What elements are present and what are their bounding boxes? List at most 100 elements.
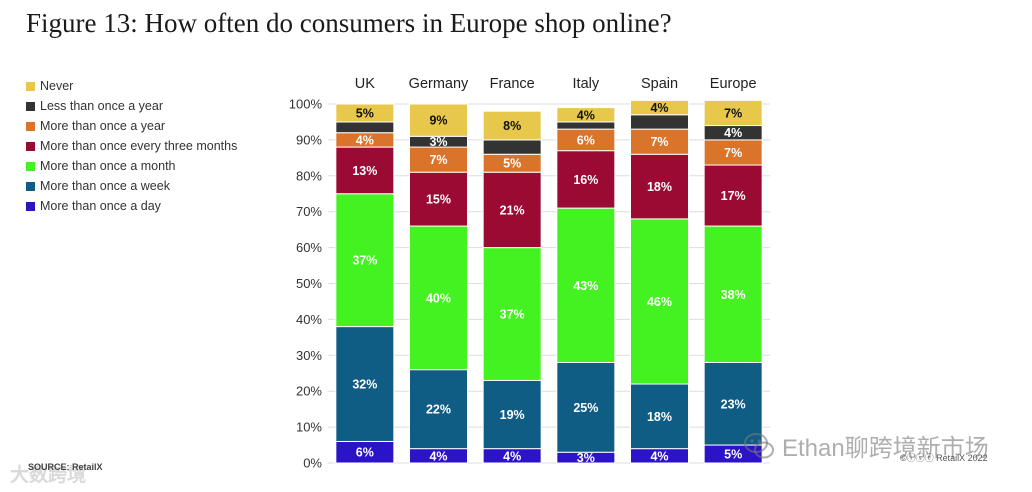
legend-swatch xyxy=(26,121,35,131)
data-label: 6% xyxy=(577,133,595,147)
data-label: 18% xyxy=(647,180,672,194)
bar-segment xyxy=(630,128,689,155)
data-label: 4% xyxy=(724,126,742,140)
data-label: 40% xyxy=(426,291,451,305)
data-label: 4% xyxy=(356,133,374,147)
legend-item-more-than-once-a-year: More than once a year xyxy=(26,116,237,136)
y-tick-label: 50% xyxy=(296,276,322,291)
data-label: 19% xyxy=(500,408,525,422)
data-label: 38% xyxy=(721,288,746,302)
data-label: 5% xyxy=(724,448,742,462)
watermark-right: Ethan聊跨境新市场 xyxy=(742,428,989,463)
x-category-label: Europe xyxy=(710,76,757,92)
data-label: 4% xyxy=(577,108,595,122)
x-category-label: Italy xyxy=(573,76,600,92)
bar-segment xyxy=(482,379,542,450)
data-label: 13% xyxy=(352,164,377,178)
bar-segment xyxy=(630,153,689,220)
data-label: 4% xyxy=(650,101,668,115)
bar-segment xyxy=(335,103,395,123)
bar-segment xyxy=(409,171,468,227)
data-label: 32% xyxy=(352,378,377,392)
data-label: 15% xyxy=(426,193,451,207)
bar-segment xyxy=(556,121,616,130)
y-tick-label: 0% xyxy=(303,456,322,471)
x-category-label: Germany xyxy=(409,76,469,92)
bar-segment xyxy=(630,383,689,450)
legend-swatch xyxy=(26,161,35,171)
copyright-note: ©ⓘⓢⓔ RetailX 2022 xyxy=(900,453,988,463)
y-tick-label: 100% xyxy=(289,97,323,112)
bar-segment xyxy=(556,150,616,209)
bar-segment xyxy=(335,146,395,195)
bar-segment xyxy=(703,139,763,166)
data-label: 22% xyxy=(426,403,451,417)
data-label: 7% xyxy=(724,146,742,160)
legend-label: More than once a year xyxy=(40,119,166,133)
bar-segment xyxy=(556,107,616,123)
bar-segment xyxy=(409,369,468,450)
legend-swatch xyxy=(26,101,35,111)
y-tick-label: 20% xyxy=(296,384,322,399)
legend-swatch xyxy=(26,141,35,151)
data-label: 16% xyxy=(573,173,598,187)
legend-item-less-than-once-a-year: Less than once a year xyxy=(26,96,237,116)
data-label: 9% xyxy=(429,114,447,128)
data-label: 8% xyxy=(503,119,521,133)
data-label: 3% xyxy=(577,451,595,465)
legend-swatch xyxy=(26,81,35,91)
bar-segment xyxy=(703,99,763,127)
x-category-label: UK xyxy=(355,76,375,92)
bar-segment xyxy=(703,225,763,363)
bar-segment xyxy=(335,326,395,442)
data-label: 17% xyxy=(721,189,746,203)
data-label: 7% xyxy=(650,135,668,149)
legend-label: More than once a day xyxy=(40,199,161,213)
bar-segment xyxy=(335,121,395,134)
legend-label: More than once a month xyxy=(40,159,176,173)
data-label: 4% xyxy=(429,449,447,463)
data-label: 7% xyxy=(429,153,447,167)
legend-label: Never xyxy=(40,79,74,93)
source-note: SOURCE: RetailX xyxy=(28,462,103,472)
legend-label: Less than once a year xyxy=(40,99,163,113)
bar-segment xyxy=(556,361,616,453)
legend-swatch xyxy=(26,181,35,191)
bar-segment xyxy=(482,139,542,155)
data-label: 5% xyxy=(503,157,521,171)
x-category-label: Spain xyxy=(641,76,678,92)
data-label: 21% xyxy=(500,203,525,217)
chart-legend: Never Less than once a year More than on… xyxy=(26,76,237,216)
bar-segment xyxy=(335,193,395,328)
data-label: 43% xyxy=(573,279,598,293)
legend-label: More than once a week xyxy=(40,179,170,193)
bar-segment xyxy=(703,361,763,446)
data-label: 23% xyxy=(721,397,746,411)
legend-item-once-a-month: More than once a month xyxy=(26,156,237,176)
bar-segment xyxy=(703,164,763,227)
data-label: 5% xyxy=(356,106,374,120)
y-tick-label: 30% xyxy=(296,348,322,363)
legend-label: More than once every three months xyxy=(40,139,238,153)
x-category-label: France xyxy=(490,76,535,92)
data-label: 25% xyxy=(573,401,598,415)
legend-swatch xyxy=(26,201,35,211)
y-tick-label: 10% xyxy=(296,420,322,435)
y-tick-label: 60% xyxy=(296,240,322,255)
data-label: 18% xyxy=(647,410,672,424)
bar-segment xyxy=(630,114,689,130)
data-label: 7% xyxy=(724,106,742,120)
y-tick-label: 70% xyxy=(296,204,322,219)
bar-segment xyxy=(409,225,468,371)
watermark-right-text: Ethan聊跨境新市场 xyxy=(782,435,989,462)
data-label: 4% xyxy=(650,449,668,463)
legend-item-once-a-week: More than once a week xyxy=(26,176,237,196)
wechat-icon xyxy=(744,432,774,458)
watermark-left: 大数跨境 xyxy=(10,465,87,486)
y-tick-label: 40% xyxy=(296,312,322,327)
data-label: 46% xyxy=(647,295,672,309)
chart-title: Figure 13: How often do consumers in Eur… xyxy=(26,8,672,38)
legend-item-every-three-months: More than once every three months xyxy=(26,136,237,156)
bar-segment xyxy=(482,110,542,141)
